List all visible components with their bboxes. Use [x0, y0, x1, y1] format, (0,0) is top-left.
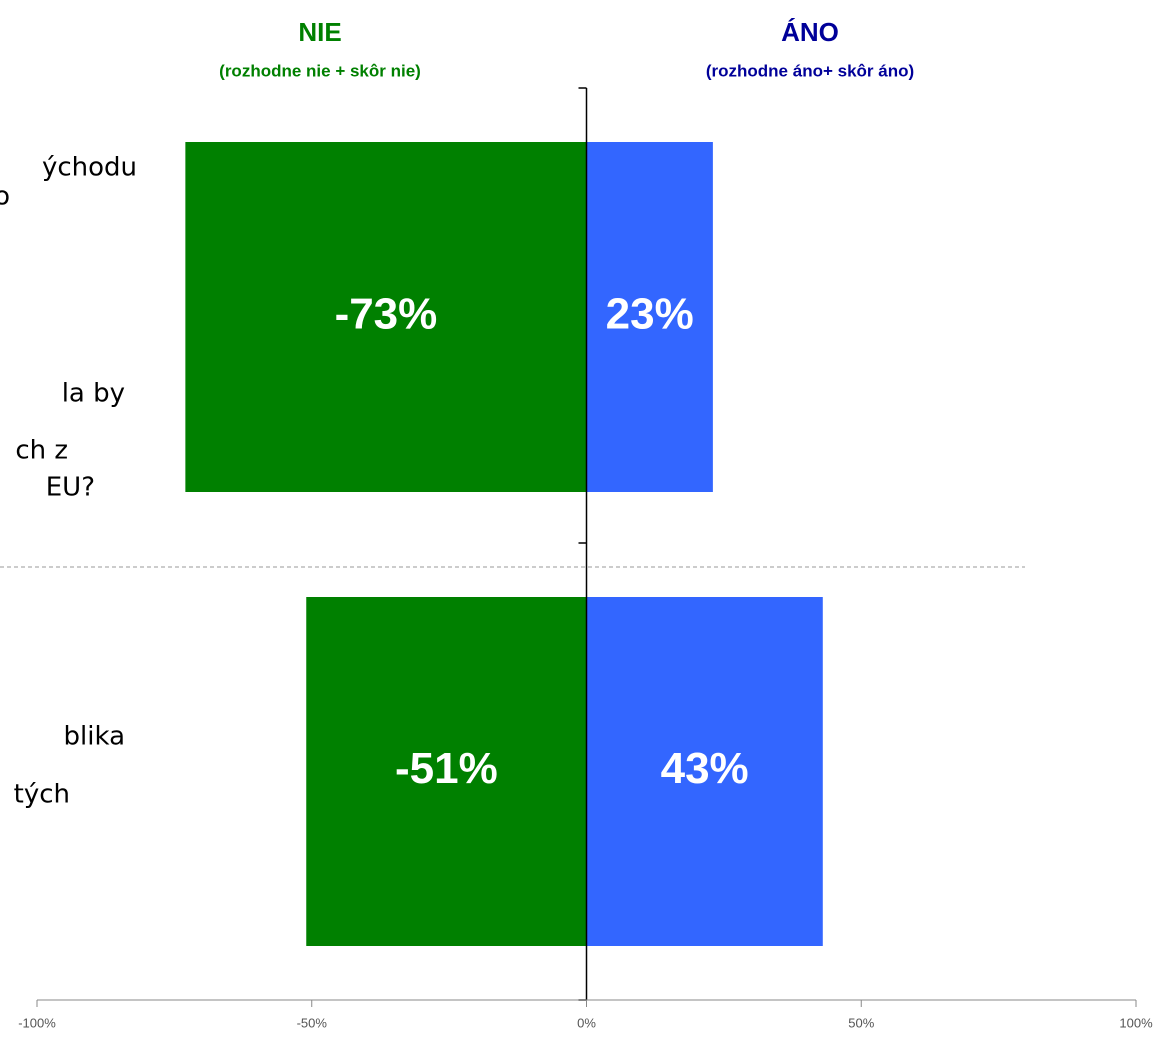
data-label: -51% [395, 744, 498, 793]
bar [586, 597, 823, 946]
bar [185, 142, 587, 492]
series-note: (rozhodne nie + skôr nie) [219, 61, 421, 80]
x-tick-label: -100% [18, 1015, 56, 1030]
data-label: 43% [661, 744, 749, 793]
series-header: ÁNO [781, 17, 839, 47]
series-header: NIE [298, 17, 341, 47]
category-label: tých [14, 780, 70, 810]
category-label: ýchodu [42, 153, 137, 183]
category-label: blika [64, 722, 125, 752]
data-label: 23% [606, 290, 694, 339]
x-tick-label: 50% [848, 1015, 874, 1030]
category-label: la by [62, 379, 125, 409]
x-tick-label: 0% [577, 1015, 596, 1030]
x-tick-label: 100% [1119, 1015, 1153, 1030]
category-label: EU? [46, 473, 95, 503]
bar [586, 142, 713, 492]
bar [306, 597, 587, 946]
series-note: (rozhodne áno+ skôr áno) [706, 61, 914, 80]
data-label: -73% [335, 290, 438, 339]
x-tick-label: -50% [297, 1015, 328, 1030]
category-label: o [0, 182, 10, 212]
category-label: ch z [15, 436, 68, 466]
